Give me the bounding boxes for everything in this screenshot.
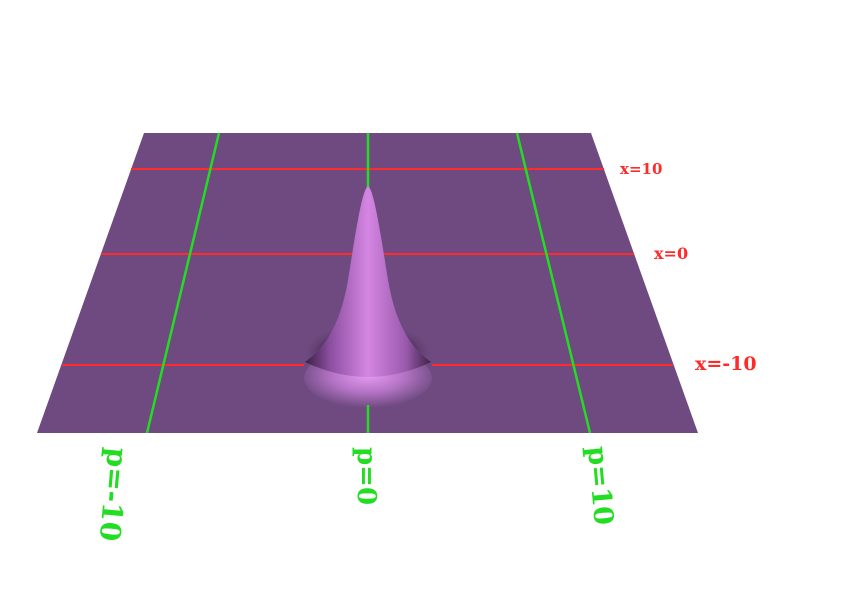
p-label-neg10: p=-10 xyxy=(93,446,134,542)
x-label-0: x=0 xyxy=(654,244,688,263)
x-label-10: x=10 xyxy=(620,160,662,178)
p-label-10: p=10 xyxy=(581,445,619,526)
p-label-0: p=0 xyxy=(351,447,381,505)
gaussian-peak xyxy=(305,186,431,377)
p-line-neg10 xyxy=(145,132,221,434)
p-line-10 xyxy=(515,132,592,434)
x-label-neg10: x=-10 xyxy=(695,353,757,375)
